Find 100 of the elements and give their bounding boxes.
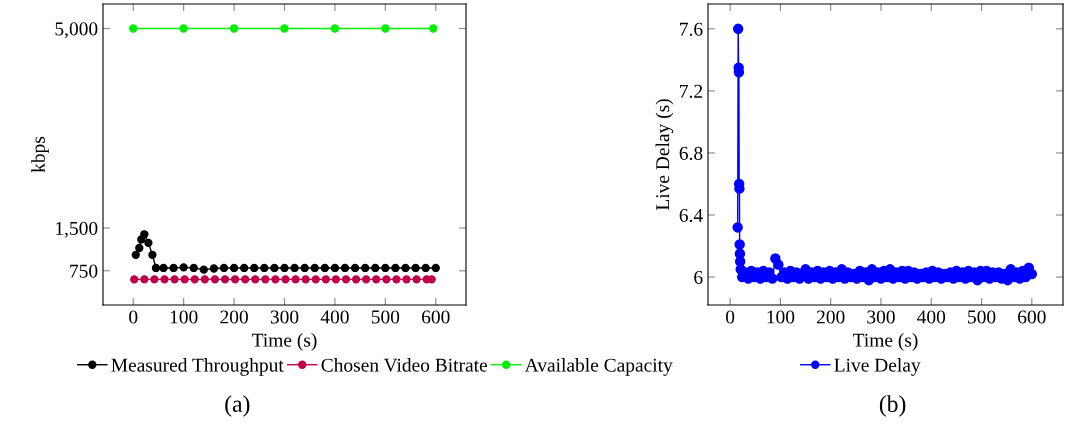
y-tick-label: 5,000 (55, 22, 98, 39)
point (251, 275, 260, 284)
point (320, 263, 330, 273)
point (429, 24, 438, 33)
point (189, 263, 198, 273)
point (140, 230, 149, 239)
point (199, 265, 209, 274)
legend-label: Chosen Video Bitrate (321, 358, 488, 372)
x-tick-label: 0 (726, 310, 735, 324)
legend-label: Measured Throughput (111, 358, 284, 376)
point (160, 275, 169, 284)
point (341, 275, 351, 284)
point (210, 275, 220, 284)
point (381, 263, 390, 273)
x-tick-label: 400 (320, 310, 349, 324)
point (150, 275, 159, 284)
point (350, 263, 360, 273)
x-tick-label: 200 (816, 310, 845, 324)
legend-label: Live Delay (834, 358, 921, 376)
x-tick-label: 0 (129, 310, 138, 324)
x-tick-label: 200 (220, 310, 248, 324)
point (151, 263, 161, 273)
point (411, 263, 420, 273)
x-tick-label: 100 (170, 310, 198, 324)
point (330, 24, 340, 33)
point (301, 275, 310, 284)
point (372, 275, 381, 284)
point (140, 275, 149, 284)
point (209, 264, 219, 273)
x-tick-label: 600 (422, 310, 450, 324)
y-tick-label: 1,500 (56, 221, 98, 238)
point (311, 275, 320, 284)
point (200, 275, 210, 284)
point (402, 275, 411, 284)
point (250, 263, 259, 273)
point (382, 275, 391, 284)
point (148, 250, 157, 260)
point (381, 24, 390, 33)
point (401, 263, 410, 273)
x-tick-label: 500 (371, 310, 400, 324)
x-tick-label: 100 (767, 310, 795, 324)
point (270, 263, 279, 273)
text: (b) (879, 395, 906, 417)
point (179, 24, 188, 33)
y-tick-label: 750 (70, 264, 98, 278)
point (391, 263, 400, 273)
point (271, 275, 280, 284)
point (180, 275, 189, 284)
point (291, 275, 300, 284)
point (280, 263, 289, 273)
y-tick-label: 7.6 (680, 22, 703, 36)
y-tick-label: 6.8 (679, 146, 703, 160)
y-axis-title: kbps (31, 136, 49, 173)
legend-label: Available Capacity (524, 358, 673, 376)
point (130, 275, 139, 284)
point (239, 263, 249, 273)
point (144, 238, 153, 248)
point (219, 263, 229, 273)
y-tick-label: 6.4 (679, 208, 703, 223)
y-tick-label: 7.2 (680, 84, 703, 98)
point (220, 275, 230, 284)
x-tick-label: 300 (270, 310, 299, 324)
point (159, 263, 168, 273)
point (280, 24, 289, 33)
point (281, 275, 290, 284)
y-axis-title: Live Delay (s) (655, 99, 674, 211)
point (129, 24, 138, 33)
point (261, 275, 270, 284)
point (260, 263, 269, 273)
point (290, 263, 299, 273)
point (229, 263, 239, 273)
point (229, 24, 239, 33)
x-tick-label: 300 (867, 310, 895, 324)
text: (a) (225, 395, 250, 417)
point (300, 263, 309, 273)
point (190, 275, 199, 284)
point (321, 275, 331, 284)
point (331, 275, 341, 284)
point (392, 275, 401, 284)
point (362, 275, 371, 284)
point (412, 275, 421, 284)
point (351, 275, 361, 284)
x-axis-title: Time (s) (852, 333, 918, 351)
point (431, 263, 440, 273)
point (421, 263, 430, 273)
point (131, 250, 140, 260)
point (170, 275, 179, 284)
point (340, 263, 350, 273)
point (241, 275, 250, 284)
point (230, 275, 240, 284)
point (330, 263, 340, 273)
point (310, 263, 319, 273)
point (360, 263, 370, 273)
x-tick-label: 600 (1018, 310, 1046, 324)
point (135, 243, 144, 253)
y-tick-label: 6 (694, 270, 703, 285)
x-tick-label: 500 (968, 310, 996, 324)
point (179, 263, 188, 272)
x-tick-label: 400 (917, 310, 946, 324)
point (371, 263, 380, 273)
